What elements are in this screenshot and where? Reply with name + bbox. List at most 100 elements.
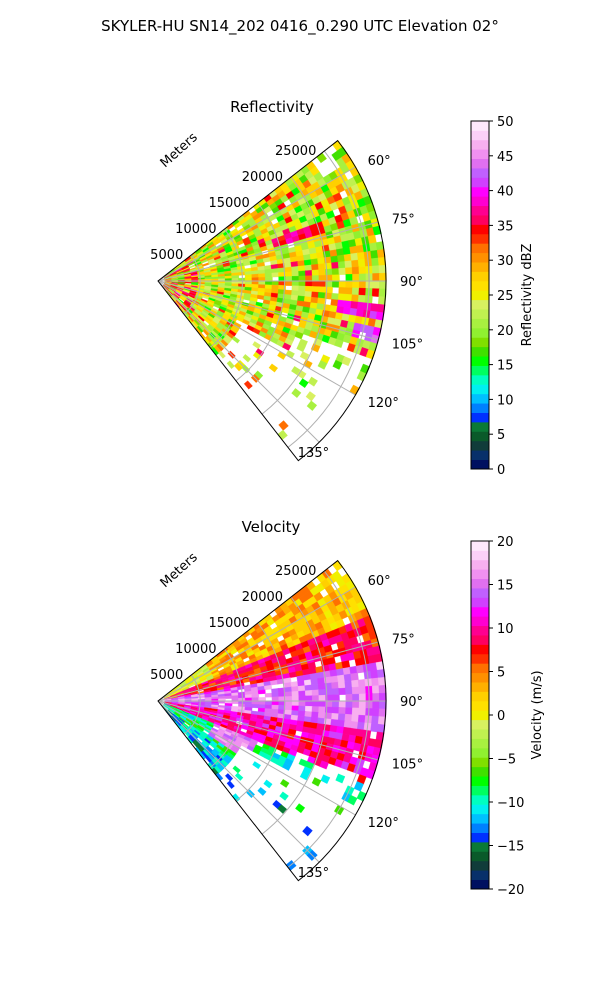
colorbar-swatch xyxy=(471,403,489,413)
colorbar-swatch xyxy=(471,700,489,711)
colorbar-swatch xyxy=(471,121,489,131)
radar-gate xyxy=(331,261,340,270)
colorbar-swatch xyxy=(471,672,489,683)
radar-gate xyxy=(291,280,300,287)
azimuth-spoke xyxy=(157,586,356,702)
colorbar-tick-label: 35 xyxy=(497,219,514,234)
radar-gate xyxy=(291,388,302,399)
sector-frame xyxy=(157,139,387,462)
radar-gate xyxy=(311,711,320,719)
radar-gate xyxy=(298,695,307,702)
colorbar-swatch xyxy=(471,766,489,777)
radar-gate xyxy=(244,274,253,279)
colorbar-swatch xyxy=(471,309,489,319)
colorbar-swatch xyxy=(471,196,489,207)
radar-gate xyxy=(311,291,320,299)
azimuth-tick-label: 120° xyxy=(368,396,399,411)
radar-gate xyxy=(317,292,326,299)
radar-gate xyxy=(351,714,360,723)
radar-gate xyxy=(258,700,266,706)
radar-gate xyxy=(271,272,280,278)
radar-gate xyxy=(231,335,241,344)
radar-gate xyxy=(318,700,327,708)
radar-gate xyxy=(284,266,293,273)
radar-gate xyxy=(224,695,233,699)
radar-gate xyxy=(291,275,300,282)
radar-gate xyxy=(232,765,241,774)
colorbar-tick-label: 0 xyxy=(497,463,505,478)
radar-gate xyxy=(291,270,300,277)
colorbar-tick-label: 10 xyxy=(497,622,514,637)
radar-gate xyxy=(344,680,353,689)
radar-gate xyxy=(231,695,240,699)
radial-tick-label: 25000 xyxy=(275,564,316,579)
radar-gate xyxy=(298,378,309,389)
radar-gate xyxy=(285,280,293,286)
reflectivity-axis-labels: 5000 10000 15000 20000 25000 60° 75° 90° 105° 120… xyxy=(150,144,423,461)
colorbar-swatch xyxy=(471,356,489,366)
radar-gate xyxy=(224,275,233,279)
colorbar-swatch xyxy=(471,139,489,150)
radar-gate xyxy=(358,693,367,702)
radar-gate xyxy=(306,400,318,412)
radar-gate xyxy=(317,683,326,691)
colorbar-swatch xyxy=(471,541,489,551)
radar-gate xyxy=(307,376,318,387)
azimuth-tick-label: 105° xyxy=(392,758,423,773)
reflectivity-data-layer xyxy=(161,140,387,441)
velocity-title: Velocity xyxy=(242,518,301,536)
radar-gate xyxy=(337,713,346,721)
radar-gate xyxy=(338,687,347,695)
radial-tick-label: 5000 xyxy=(150,668,183,683)
radar-gate xyxy=(311,280,320,287)
radar-gate xyxy=(231,275,240,279)
radar-gate xyxy=(372,280,380,290)
radar-gate xyxy=(305,275,313,282)
reflectivity-colorbar: 0 5 10 15 20 25 30 35 40 45 50 xyxy=(470,115,514,478)
radar-gate xyxy=(305,391,316,402)
colorbar-tick-label: 15 xyxy=(497,579,514,594)
colorbar-swatch xyxy=(471,785,489,796)
radar-gate xyxy=(264,268,273,274)
radar-gate xyxy=(318,689,327,696)
azimuth-tick-label: 135° xyxy=(298,866,329,881)
colorbar-swatch xyxy=(471,691,489,702)
radar-gate xyxy=(277,429,288,441)
radar-gate xyxy=(316,152,327,164)
radar-gate xyxy=(351,707,360,716)
radar-gate xyxy=(298,280,307,287)
colorbar-swatch xyxy=(471,635,489,645)
azimuth-spoke xyxy=(157,641,379,702)
colorbar-swatch xyxy=(471,616,489,627)
colorbar-swatch xyxy=(471,215,489,225)
radar-gate xyxy=(298,690,307,697)
radar-gate xyxy=(252,341,262,350)
radar-gate xyxy=(271,280,280,286)
azimuth-tick-label: 75° xyxy=(392,212,415,227)
radar-gate xyxy=(252,351,262,361)
colorbar-swatch xyxy=(471,597,489,608)
colorbar-swatch xyxy=(471,262,489,272)
colorbar-swatch xyxy=(471,653,489,664)
colorbar-swatch xyxy=(471,271,489,282)
radar-gate xyxy=(282,762,292,771)
azimuth-spoke xyxy=(157,280,379,341)
velocity-colorbar: −20 −15 −10 −5 0 5 10 15 20 xyxy=(470,535,524,898)
radial-tick-label: 10000 xyxy=(175,642,216,657)
radar-gate xyxy=(345,707,354,715)
radar-gate xyxy=(352,693,360,702)
radar-gate xyxy=(311,269,320,276)
radar-gate xyxy=(285,696,293,702)
colorbar-swatch xyxy=(471,757,489,768)
azimuth-spoke xyxy=(157,280,356,396)
radar-gate xyxy=(271,692,280,698)
radar-gate xyxy=(338,287,347,295)
colorbar-tick-label: 45 xyxy=(497,150,514,165)
colorbar-swatch xyxy=(471,813,489,824)
radar-gate xyxy=(305,270,313,277)
colorbar-swatch xyxy=(471,663,489,674)
radar-gate xyxy=(311,683,320,691)
colorbar-swatch xyxy=(471,440,489,451)
colorbar-swatch xyxy=(471,421,489,432)
